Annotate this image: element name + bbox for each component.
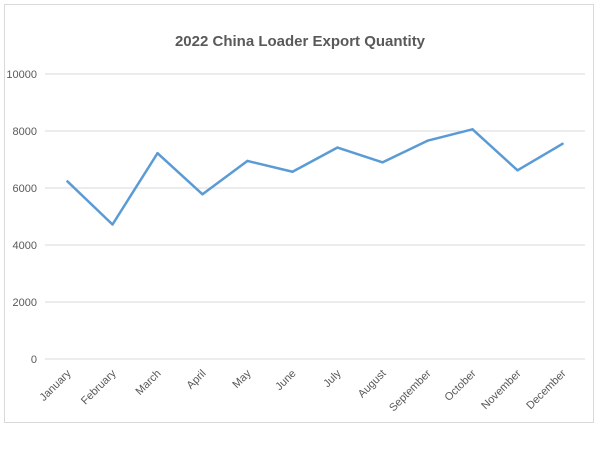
series-layer bbox=[66, 128, 564, 226]
x-tick-label: November bbox=[479, 367, 524, 412]
y-tick-label: 0 bbox=[31, 354, 37, 366]
data-point-june bbox=[291, 170, 294, 173]
x-tick-label: August bbox=[356, 368, 389, 401]
chart-title: 2022 China Loader Export Quantity bbox=[174, 33, 426, 50]
x-axis-ticks: January February March April May June July Augu… bbox=[37, 367, 568, 414]
data-point-november bbox=[516, 169, 519, 172]
y-tick-label: 10000 bbox=[6, 69, 37, 81]
data-point-july bbox=[336, 146, 339, 149]
data-point-march bbox=[156, 152, 159, 155]
x-tick-label: January bbox=[37, 367, 74, 404]
data-point-april bbox=[201, 193, 204, 196]
data-point-december bbox=[561, 142, 564, 146]
data-point-october bbox=[471, 128, 474, 131]
x-tick-label: March bbox=[134, 368, 164, 398]
y-tick-label: 2000 bbox=[13, 297, 37, 309]
x-tick-label: September bbox=[387, 367, 434, 414]
x-tick-label: July bbox=[321, 367, 344, 390]
series-line bbox=[66, 128, 564, 226]
y-axis-ticks: 0 2000 4000 6000 8000 10000 bbox=[6, 69, 37, 366]
x-tick-label: June bbox=[273, 368, 298, 393]
y-tick-label: 6000 bbox=[13, 183, 37, 195]
data-point-september bbox=[426, 139, 429, 142]
x-tick-label: October bbox=[442, 367, 478, 403]
data-point-august bbox=[381, 161, 384, 164]
data-point-january bbox=[66, 180, 69, 183]
x-tick-label: April bbox=[185, 368, 209, 392]
data-point-february bbox=[111, 223, 114, 226]
x-tick-label: December bbox=[524, 367, 569, 412]
x-tick-label: February bbox=[79, 367, 119, 407]
gridlines bbox=[45, 73, 585, 360]
x-tick-label: May bbox=[230, 367, 254, 391]
data-point-may bbox=[246, 159, 249, 163]
y-tick-label: 4000 bbox=[13, 240, 37, 252]
y-tick-label: 8000 bbox=[13, 126, 37, 138]
